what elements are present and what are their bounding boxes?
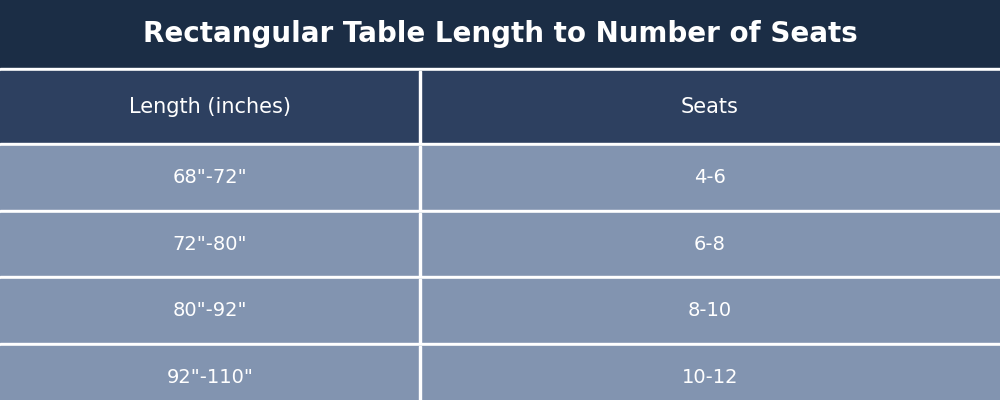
Text: 10-12: 10-12	[682, 368, 738, 387]
Bar	[419, 346, 421, 400]
Bar	[420, 212, 1000, 276]
Bar	[419, 71, 421, 143]
Text: Length (inches): Length (inches)	[129, 97, 291, 117]
Bar	[0, 346, 420, 400]
Bar	[419, 212, 421, 276]
Text: 72"-80": 72"-80"	[173, 235, 247, 254]
Text: 80"-92": 80"-92"	[173, 301, 247, 320]
Text: 4-6: 4-6	[694, 168, 726, 187]
Bar	[0, 143, 1000, 146]
Bar	[419, 146, 421, 210]
Bar	[0, 279, 420, 342]
Bar	[0, 0, 1000, 68]
Bar	[0, 146, 420, 210]
Bar	[0, 68, 1000, 71]
Bar	[0, 342, 1000, 346]
Text: Rectangular Table Length to Number of Seats: Rectangular Table Length to Number of Se…	[143, 20, 857, 48]
Bar	[0, 212, 420, 276]
Bar	[0, 210, 1000, 212]
Text: Seats: Seats	[681, 97, 739, 117]
Bar	[420, 71, 1000, 143]
Bar	[419, 279, 421, 342]
Text: 8-10: 8-10	[688, 301, 732, 320]
Bar	[0, 276, 1000, 279]
Bar	[420, 146, 1000, 210]
Text: 92"-110": 92"-110"	[167, 368, 253, 387]
Bar	[420, 346, 1000, 400]
Bar	[0, 71, 420, 143]
Text: 6-8: 6-8	[694, 235, 726, 254]
Text: 68"-72": 68"-72"	[173, 168, 247, 187]
Bar	[420, 279, 1000, 342]
